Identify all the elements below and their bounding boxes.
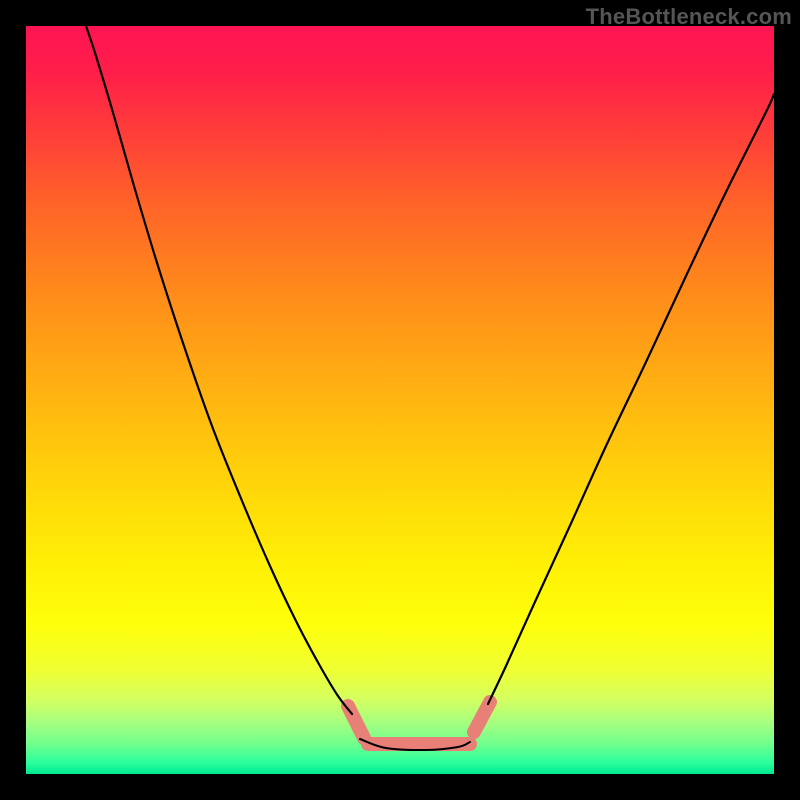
curve-right [488,94,774,704]
curve-left [86,26,352,714]
valley-marker [348,702,490,744]
chart-overlay [0,0,800,800]
valley-marker-segment [474,702,490,732]
